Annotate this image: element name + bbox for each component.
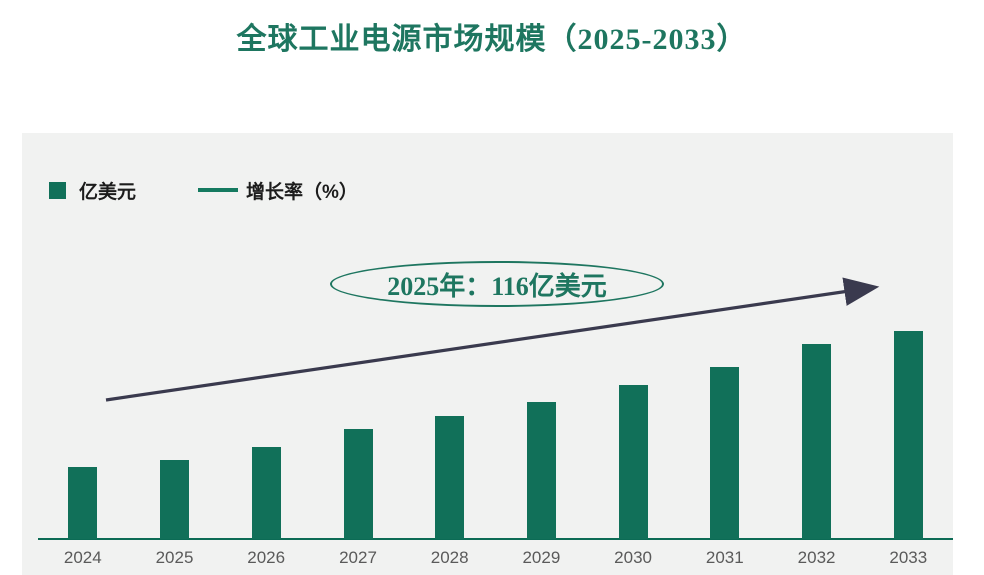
line-series-swatch bbox=[198, 188, 239, 192]
bar-2028 bbox=[435, 416, 465, 539]
bar-2033 bbox=[893, 331, 923, 539]
x-axis-label-2027: 2027 bbox=[339, 548, 377, 567]
bar-2024 bbox=[68, 467, 98, 539]
bar-2025 bbox=[160, 460, 189, 539]
bar-2030 bbox=[618, 385, 648, 539]
x-axis-label-2030: 2030 bbox=[614, 548, 652, 567]
x-axis-line bbox=[38, 538, 953, 540]
x-axis-label-2024: 2024 bbox=[63, 548, 102, 567]
chart-title: 全球工业电源市场规模（2025-2033） bbox=[236, 23, 748, 56]
bar-2031 bbox=[710, 367, 740, 539]
bar-series-label: 亿美元 bbox=[79, 181, 137, 203]
bar-2029 bbox=[526, 402, 556, 539]
bar-2032 bbox=[802, 344, 832, 539]
x-axis-label-2033: 2033 bbox=[889, 548, 928, 567]
x-axis-label-2032: 2032 bbox=[797, 548, 836, 567]
x-axis-label-2026: 2026 bbox=[247, 548, 286, 567]
legend: 亿美元 增长率（%） bbox=[49, 179, 358, 203]
bar-2026 bbox=[251, 447, 281, 539]
x-axis-label-2025: 2025 bbox=[155, 548, 194, 567]
bar-series-swatch bbox=[49, 181, 66, 199]
callout-text: 2025年：116亿美元 bbox=[387, 271, 607, 301]
line-series-label: 增长率（%） bbox=[246, 181, 358, 203]
x-axis-label-2028: 2028 bbox=[430, 548, 469, 567]
callout-ellipse: 2025年：116亿美元 bbox=[330, 261, 664, 307]
x-axis-label-2031: 2031 bbox=[705, 548, 744, 567]
chart-panel: 亿美元 增长率（%） 2025年：116亿美元 2024 2025 2026 2027… bbox=[22, 133, 953, 575]
bar-2027 bbox=[343, 429, 373, 539]
x-axis-label-2029: 2029 bbox=[522, 548, 561, 567]
